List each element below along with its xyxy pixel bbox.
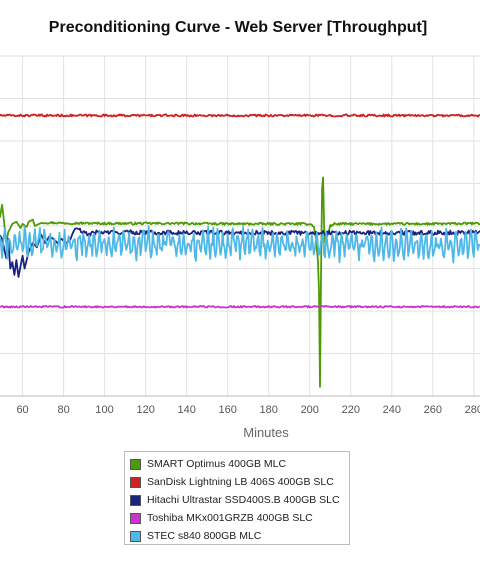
grid-lines [0, 55, 480, 397]
legend-swatch [130, 530, 141, 542]
legend-swatch [130, 494, 141, 506]
x-axis-label: Minutes [243, 425, 289, 440]
x-tick-label: 240 [383, 404, 401, 416]
x-tick-label: 160 [219, 404, 237, 416]
legend-swatch [130, 476, 141, 488]
legend-item: SanDisk Lightning LB 406S 400GB SLC [130, 473, 349, 491]
series-line [0, 176, 480, 388]
legend-item: SMART Optimus 400GB MLC [130, 455, 349, 473]
x-tick-label: 260 [424, 404, 442, 416]
series-line [0, 113, 480, 118]
x-tick-label: 140 [177, 404, 195, 416]
series-line [0, 304, 480, 309]
series-layer [0, 113, 480, 388]
x-tick-label: 100 [95, 404, 113, 416]
legend-label: SMART Optimus 400GB MLC [147, 458, 287, 470]
x-axis: 60 80 100 120 140 160 180 200 220 240 260 280 [0, 395, 480, 416]
x-tick-label: 120 [136, 404, 154, 416]
x-tick-label: 180 [260, 404, 278, 416]
x-tick-label: 80 [57, 404, 69, 416]
legend-label: Hitachi Ultrastar SSD400S.B 400GB SLC [147, 494, 340, 506]
legend-swatch [130, 512, 141, 524]
chart-title: Preconditioning Curve - Web Server [Thro… [48, 19, 428, 36]
legend-swatch [130, 458, 141, 470]
series-line [0, 225, 480, 264]
legend-item: STEC s840 800GB MLC [130, 527, 349, 545]
legend-label: Toshiba MKx001GRZB 400GB SLC [147, 512, 313, 524]
legend-item: Toshiba MKx001GRZB 400GB SLC [130, 509, 349, 527]
legend-label: STEC s840 800GB MLC [147, 530, 262, 542]
legend: SMART Optimus 400GB MLC SanDisk Lightning… [124, 451, 350, 545]
x-tick-label: 220 [342, 404, 360, 416]
x-tick-label: 200 [301, 404, 319, 416]
legend-label: SanDisk Lightning LB 406S 400GB SLC [147, 476, 334, 488]
legend-item: Hitachi Ultrastar SSD400S.B 400GB SLC [130, 491, 349, 509]
x-tick-label: 280 [465, 404, 480, 416]
x-tick-label: 60 [16, 404, 28, 416]
